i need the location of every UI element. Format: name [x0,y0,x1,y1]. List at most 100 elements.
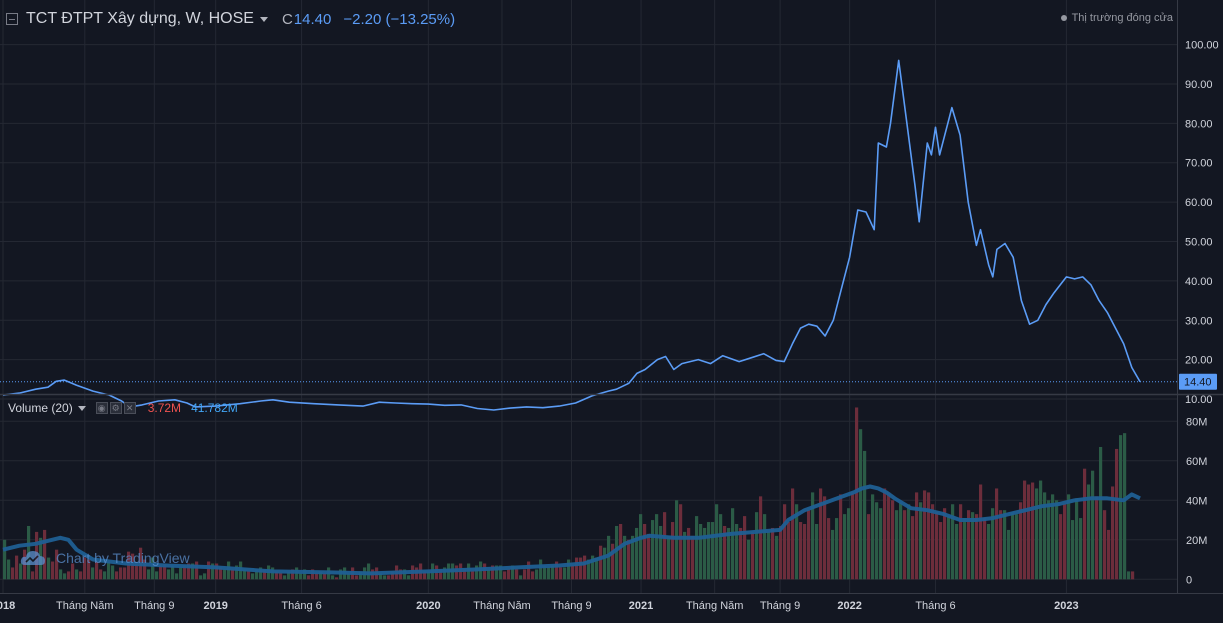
volume-bar [871,494,875,580]
volume-bar [699,524,703,580]
collapse-icon[interactable] [6,13,18,25]
settings-icon[interactable]: ⚙ [109,402,122,414]
volume-bar [859,429,863,580]
time-tick-label: Tháng Năm [473,600,530,612]
volume-bar [387,575,391,580]
volume-bar [491,565,495,580]
volume-bar [823,496,827,580]
volume-bar [959,504,963,580]
status-dot-icon [1060,15,1067,21]
volume-ma-line [2,484,1141,576]
volume-bar [307,575,311,580]
volume-bar [1015,514,1019,580]
time-tick-label: Tháng 6 [281,600,321,612]
volume-bar [883,488,887,580]
volume-bar [1039,480,1043,580]
close-label: C [281,10,293,28]
volume-bar [1127,571,1131,580]
volume-bar [827,518,831,580]
price-tick-label: 70.00 [1185,158,1213,170]
volume-bar [1071,520,1075,580]
volume-bar [571,565,575,580]
volume-bar [803,524,807,580]
volume-legend[interactable]: Volume (20) ◉ ⚙ ✕ 3.72M 41.782M [8,401,238,415]
volume-bar [947,516,951,580]
volume-bar [639,514,643,580]
volume-bar [347,573,351,580]
volume-bar [779,525,783,580]
volume-bar [439,569,443,580]
volume-bar [47,557,51,580]
volume-bar [207,561,211,580]
close-icon[interactable]: ✕ [123,402,136,414]
volume-bar [31,571,35,580]
volume-bar [1011,512,1015,580]
volume-bar [231,569,235,580]
tradingview-watermark[interactable]: Chart by TradingView [20,549,190,567]
volume-bar [999,510,1003,580]
volume-bar [251,573,255,580]
volume-bar [103,571,107,580]
volume-bar [811,492,815,580]
volume-bar [515,569,519,580]
volume-bar [403,569,407,580]
volume-bar [495,565,499,580]
volume-bar [291,569,295,580]
volume-bar [75,569,79,580]
volume-bar [919,502,923,580]
volume-bar [87,559,91,580]
volume-bar [235,565,239,580]
volume-bar [355,575,359,580]
volume-bar [331,575,335,580]
volume-bar [119,567,123,580]
volume-bar [979,484,983,580]
volume-bar [1103,510,1107,580]
price-change: −2.20 (−13.25%) [343,10,456,28]
volume-bar [795,504,799,580]
volume-bar [15,555,19,580]
volume-bar [511,565,515,580]
volume-bar [755,512,759,580]
volume-bar [647,533,651,580]
volume-bar [915,492,919,580]
volume-bar [115,571,119,580]
volume-bar [1099,446,1103,580]
volume-bar [1043,492,1047,580]
volume-bar [323,573,327,580]
volume-bar [1119,435,1123,580]
volume-bar [359,571,363,580]
volume-bar [283,575,287,580]
chevron-down-icon[interactable] [77,405,86,411]
volume-bar [155,571,159,580]
volume-bar [99,569,103,580]
price-tick-label: 20.00 [1185,355,1213,367]
volume-bar [247,571,251,580]
symbol-legend[interactable]: TCT ĐTPT Xây dựng, W, HOSE C 14.40 −2.20… [6,9,455,29]
volume-bar [579,557,583,580]
volume-bar [819,488,823,580]
volume-bar [187,563,191,580]
price-tick-label: 30.00 [1185,315,1213,327]
volume-bar [775,535,779,580]
price-tick-label: 10.00 [1185,394,1213,406]
volume-bar [783,504,787,580]
volume-bar [587,559,591,580]
volume-bar [203,573,207,580]
volume-indicator-name[interactable]: Volume (20) [8,401,73,415]
volume-bar [1023,480,1027,580]
time-tick-label: Tháng 6 [915,600,955,612]
grid-lines [0,0,1177,593]
symbol-title[interactable]: TCT ĐTPT Xây dựng, W, HOSE [26,10,254,27]
chevron-down-icon[interactable] [259,16,268,22]
volume-bar [279,573,283,580]
volume-bar [839,494,843,580]
volume-bar [615,525,619,580]
cloud-logo-icon [20,551,45,565]
volume-bar [499,565,503,580]
time-tick-label: 2019 [203,600,227,612]
volume-bar [443,567,447,580]
visibility-icon[interactable]: ◉ [95,402,108,414]
volume-bar [683,531,687,580]
